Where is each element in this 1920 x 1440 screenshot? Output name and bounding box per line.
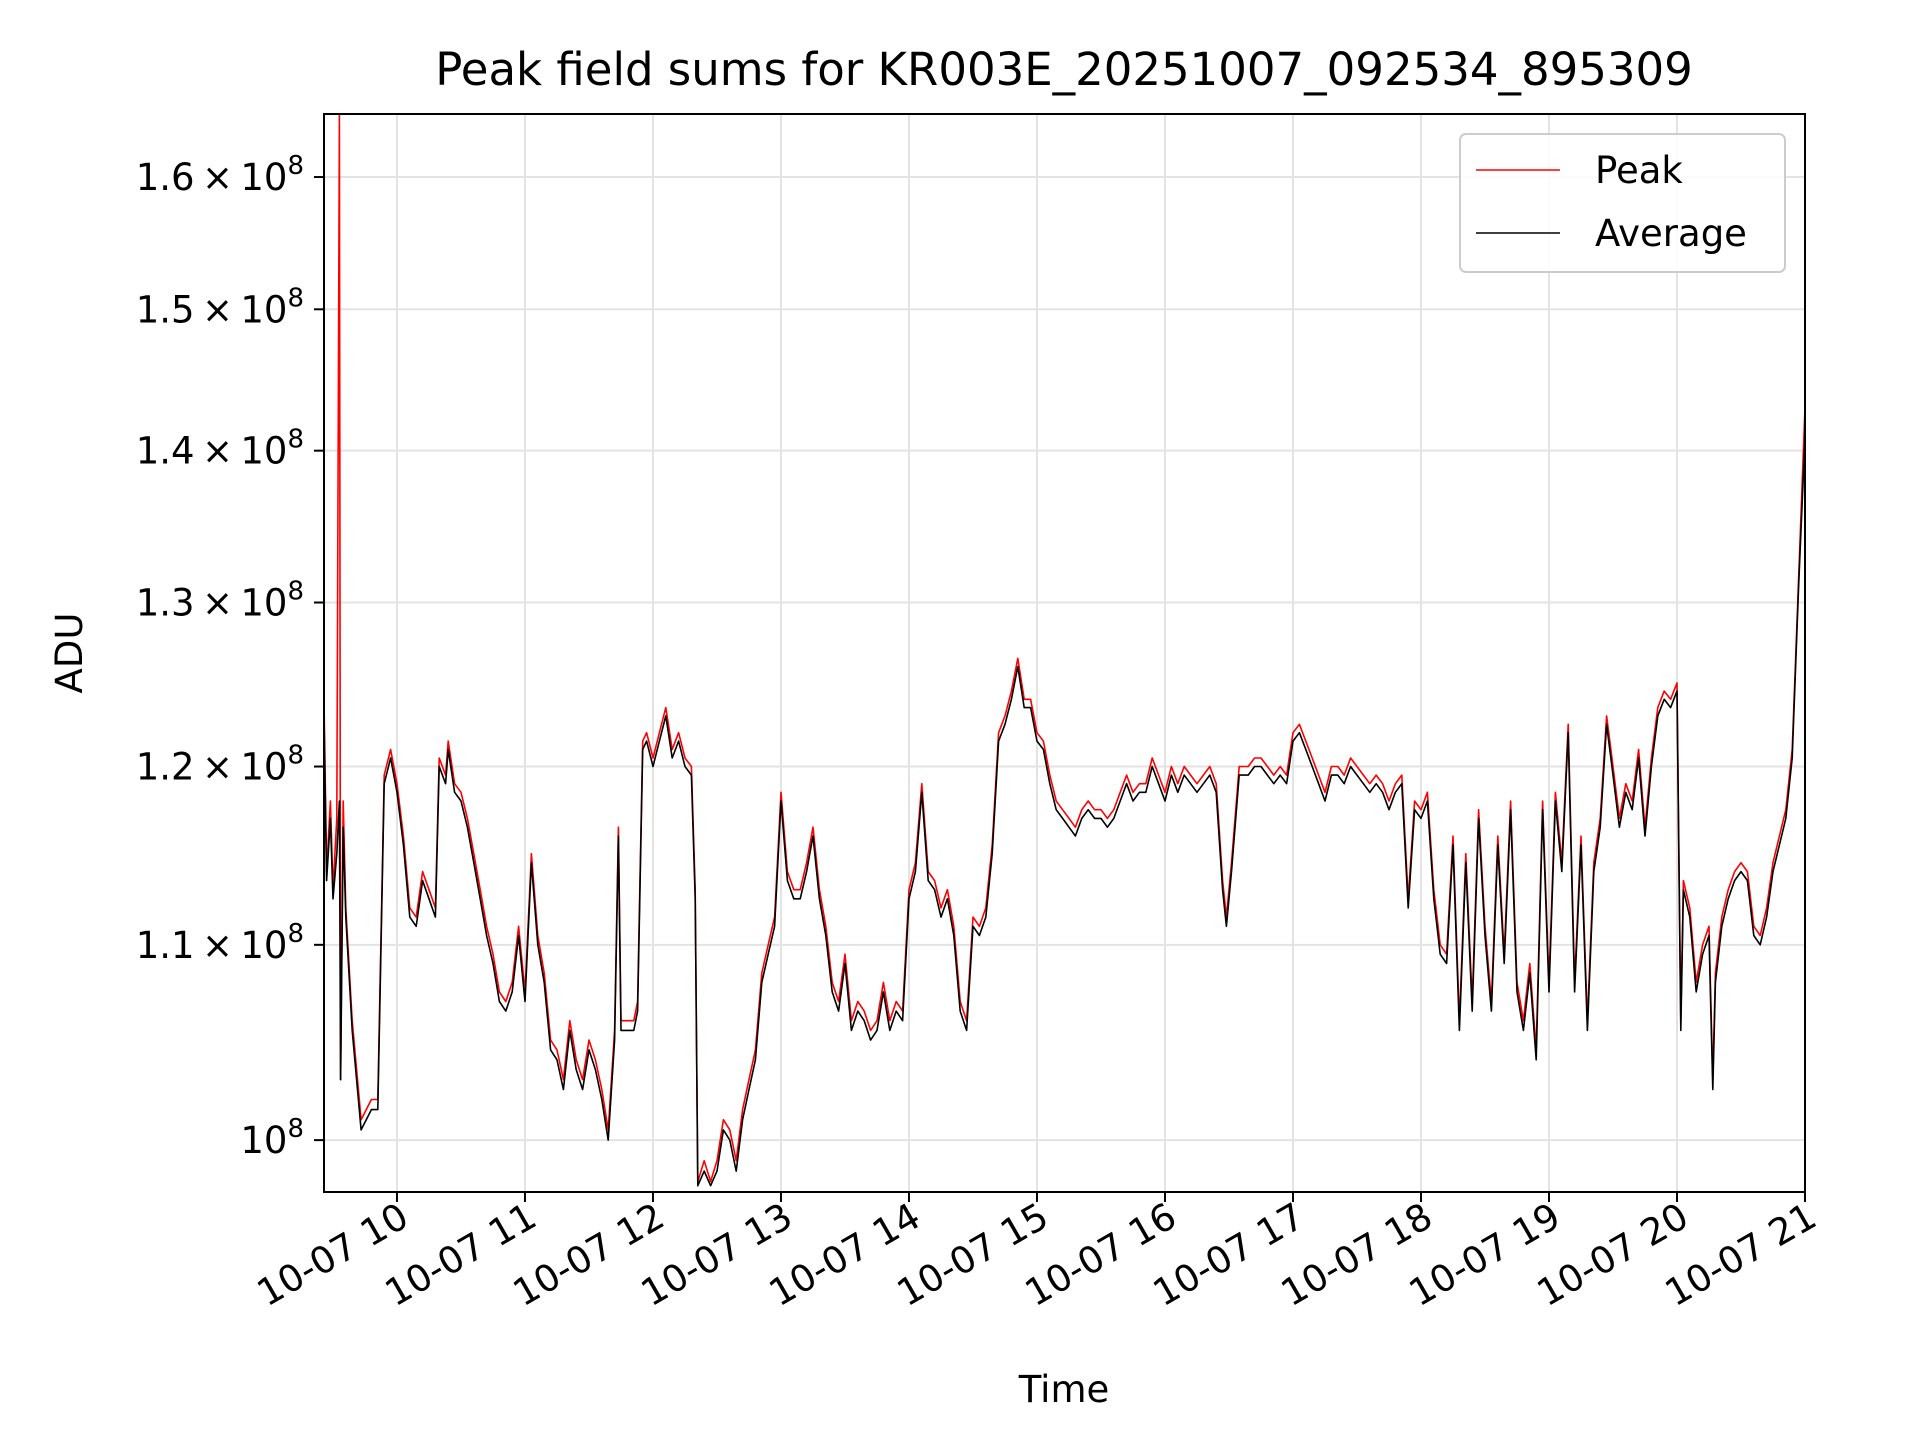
- plot-frame: [323, 113, 1806, 1193]
- chart-title: Peak field sums for KR003E_20251007_0925…: [435, 43, 1693, 96]
- y-tick-label: 1.5 × 108: [136, 283, 304, 331]
- y-tick-label: 1.2 × 108: [136, 741, 304, 789]
- series-line-peak: [324, 114, 1805, 1183]
- x-axis-label: Time: [1018, 1368, 1110, 1411]
- legend-label-average: Average: [1595, 212, 1747, 255]
- y-axis-label: ADU: [48, 613, 91, 694]
- series-layer: [324, 114, 1805, 1187]
- y-axis: 108 1.1 × 108 1.2 × 108 1.3 × 108 1.4 × 108 1…: [136, 151, 324, 1162]
- y-tick-label: 1.3 × 108: [136, 577, 304, 625]
- series-line-average: [324, 436, 1805, 1187]
- legend-label-peak: Peak: [1595, 149, 1683, 192]
- y-tick-label: 1.4 × 108: [136, 425, 304, 473]
- legend-box: [1459, 133, 1786, 273]
- legend: Peak Average: [1459, 133, 1786, 273]
- y-tick-label: 108: [240, 1114, 304, 1162]
- y-tick-label: 1.1 × 108: [136, 919, 304, 967]
- y-tick-label: 1.6 × 108: [136, 151, 304, 199]
